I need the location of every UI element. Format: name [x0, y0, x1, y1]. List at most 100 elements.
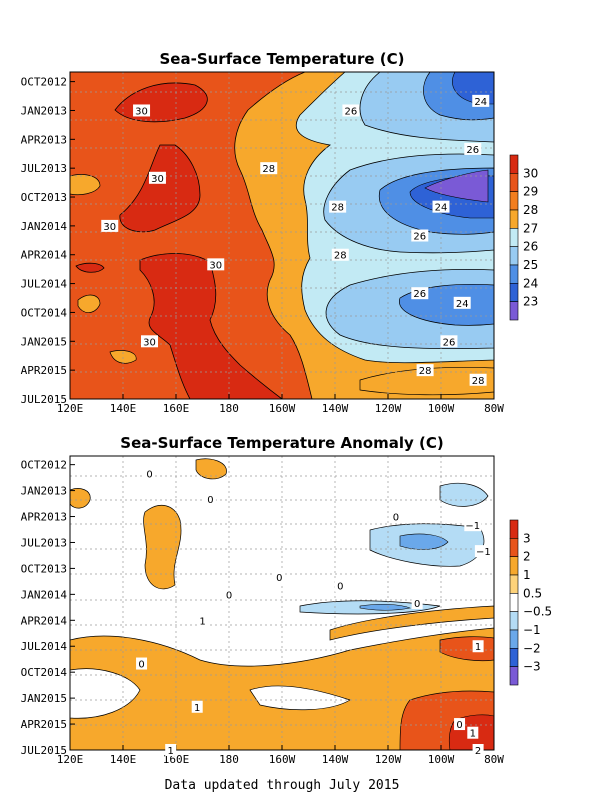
- x-tick-label: 140E: [110, 402, 137, 415]
- contour-label-box: [390, 510, 402, 523]
- contour-label: 1: [475, 642, 481, 653]
- contour-label: 0: [146, 469, 152, 480]
- contour-label: 26: [413, 289, 426, 300]
- x-tick-label: 140E: [110, 753, 137, 766]
- colorbar-swatch: [509, 301, 519, 321]
- colorbar-tick-label: 2: [523, 550, 531, 564]
- contour-label: 0: [414, 599, 420, 610]
- contour-label-box: [136, 657, 148, 670]
- colorbar-tick-label: 25: [523, 258, 538, 272]
- y-tick-label: APR2014: [21, 614, 68, 627]
- contour-label-box: [411, 287, 429, 300]
- contour-label: 28: [262, 164, 275, 175]
- x-tick-label: 160W: [269, 402, 296, 415]
- colorbar-tick-label: 29: [523, 185, 538, 199]
- contour-label: 26: [443, 337, 456, 348]
- y-tick-label: APR2015: [21, 718, 67, 731]
- x-tick-label: 100W: [428, 753, 455, 766]
- colorbar-swatch: [509, 246, 519, 266]
- anomaly-band-neg-1: [359, 533, 449, 611]
- contour-label: 1: [194, 703, 200, 714]
- contour-label-box: [204, 493, 216, 506]
- contour-label: 0: [393, 513, 399, 524]
- x-tick-label: 120W: [375, 402, 402, 415]
- contour-label-box: [411, 597, 423, 609]
- colorbar-tick-label: 30: [523, 166, 538, 180]
- anomaly-y-axis: OCT2012 JAN2013 APR2013 JUL2013 OCT2013 JAN20…: [21, 459, 75, 757]
- contour-label-box: [197, 614, 208, 627]
- colorbar-tick-label: 23: [523, 295, 538, 309]
- contour-label: −1: [465, 521, 480, 532]
- colorbar-swatch: [509, 209, 519, 229]
- y-tick-label: APR2015: [21, 364, 67, 377]
- contour-label-box: [133, 104, 151, 117]
- contour-label-box: [432, 200, 450, 213]
- contour-label: 26: [345, 106, 358, 117]
- contour-label-box: [334, 579, 346, 592]
- contour-label-box: [260, 162, 278, 175]
- colorbar-tick-label: 24: [523, 276, 538, 290]
- colorbar-tick-label: −1: [523, 623, 541, 637]
- contour-label-box: [453, 296, 471, 309]
- colorbar-swatch: [509, 593, 519, 612]
- contour-label: 1: [470, 729, 476, 740]
- x-tick-label: 100W: [428, 402, 455, 415]
- colorbar-tick-label: −3: [523, 660, 541, 674]
- contour-label: 28: [419, 366, 432, 377]
- contour-label: 2: [475, 746, 481, 757]
- contour-label: 30: [135, 106, 148, 117]
- contour-label-box: [342, 104, 360, 117]
- colorbar-tick-label: 28: [523, 203, 538, 217]
- colorbar-swatch: [509, 519, 519, 539]
- sst-contour-labels: 30 30 30 30 30 28 28 28 28 28 26 26 26 26 26 24 24 24: [101, 94, 490, 387]
- contour-label: 26: [466, 145, 479, 156]
- y-tick-label: OCT2012: [21, 76, 67, 89]
- contour-label: 0: [207, 495, 213, 506]
- anomaly-title: Sea-Surface Temperature Anomaly (C): [120, 434, 443, 452]
- sst-band-23: [424, 169, 489, 203]
- contour-label-box: [464, 519, 482, 532]
- contour-label-box: [474, 545, 492, 558]
- y-tick-label: JUL2015: [21, 744, 67, 757]
- contour-label-box: [472, 94, 490, 107]
- colorbar-tick-label: −0.5: [523, 605, 552, 619]
- x-tick-label: 140W: [322, 402, 349, 415]
- colorbar-swatch: [509, 173, 519, 192]
- colorbar-swatch: [509, 154, 519, 174]
- sst-x-axis: 120E 140E 160E 180 160W 140W 120W 100W 80W: [57, 394, 504, 415]
- contour-label-box: [472, 744, 484, 756]
- x-tick-label: 160E: [163, 753, 190, 766]
- contour-label-box: [207, 258, 225, 271]
- contour-label-box: [148, 171, 166, 184]
- y-tick-label: JAN2013: [21, 485, 67, 498]
- x-tick-label: 140W: [322, 753, 349, 766]
- contour-label-box: [273, 571, 285, 584]
- colorbar-swatch: [509, 611, 519, 631]
- anomaly-colorbar: 3 2 1 0.5 −0.5 −1 −2 −3: [509, 519, 552, 686]
- contour-label: 30: [103, 222, 116, 233]
- anomaly-field: [70, 456, 494, 750]
- y-tick-label: APR2013: [21, 511, 67, 524]
- sst-title: Sea-Surface Temperature (C): [160, 50, 405, 68]
- colorbar-swatch: [509, 629, 519, 649]
- colorbar-swatch: [509, 574, 519, 594]
- y-tick-label: APR2013: [21, 133, 67, 146]
- contour-label-box: [191, 700, 203, 713]
- colorbar-tick-label: −2: [523, 641, 541, 655]
- x-tick-label: 120W: [375, 753, 402, 766]
- data-updated-note: Data updated through July 2015: [165, 778, 400, 793]
- sst-band-30: [75, 82, 283, 399]
- contour-label-box: [454, 718, 466, 731]
- sst-band-28-west: [70, 174, 137, 364]
- contour-label-box: [440, 335, 458, 348]
- colorbar-swatch: [509, 228, 519, 247]
- contour-label-box: [411, 229, 429, 242]
- contour-label: 28: [334, 251, 347, 262]
- contour-label-box: [472, 640, 484, 653]
- contour-label: 1: [168, 746, 174, 757]
- colorbar-swatch: [509, 538, 519, 557]
- y-tick-label: OCT2013: [21, 191, 67, 204]
- contour-label: 26: [413, 232, 426, 243]
